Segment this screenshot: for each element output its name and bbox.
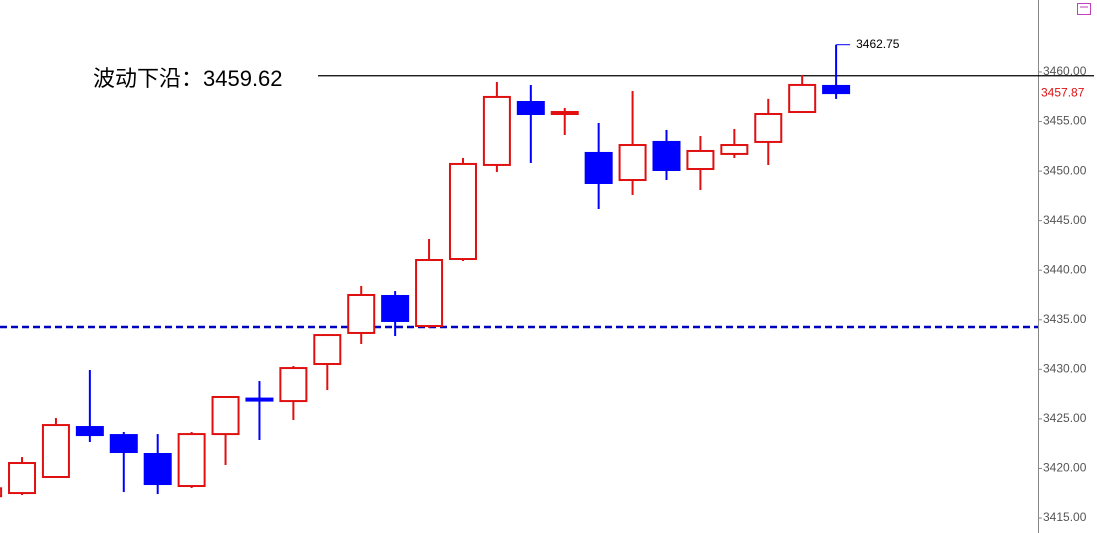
candle-body — [686, 149, 715, 171]
y-tick-label: 3415.00 — [1043, 510, 1087, 524]
candle-body — [143, 452, 172, 486]
candle-body — [788, 83, 817, 114]
candle-body — [381, 294, 410, 322]
candle-body — [347, 293, 376, 334]
candle-body — [448, 162, 477, 261]
candle-body — [279, 367, 308, 403]
candle-body — [8, 462, 37, 495]
candle-body — [584, 151, 613, 184]
y-tick-label: 3445.00 — [1043, 213, 1087, 227]
candle-body — [41, 424, 70, 478]
candle-body — [109, 434, 138, 454]
y-tick-label: 3430.00 — [1043, 362, 1087, 376]
candle-body — [822, 84, 851, 95]
y-tick-label: 3460.00 — [1043, 64, 1087, 78]
candle-body — [177, 433, 206, 488]
candle-body — [245, 397, 274, 402]
candle-body — [516, 101, 545, 115]
y-tick-label: 3440.00 — [1043, 262, 1087, 276]
level-label: 波动下沿：3459.62 — [93, 66, 283, 91]
candle-body — [754, 112, 783, 143]
candle-body — [0, 487, 3, 498]
candle-body — [313, 334, 342, 365]
y-tick-label: 3420.00 — [1043, 461, 1087, 475]
candle-body — [211, 395, 240, 436]
high-label: 3462.75 — [856, 37, 900, 51]
y-tick-label: 3455.00 — [1043, 114, 1087, 128]
candle-body — [75, 426, 104, 437]
y-tick-label: 3450.00 — [1043, 163, 1087, 177]
candle-body — [618, 144, 647, 182]
y-tick-label: 3435.00 — [1043, 312, 1087, 326]
price-label: 3457.87 — [1041, 85, 1085, 99]
candle-body — [550, 111, 579, 116]
candle-body — [652, 140, 681, 172]
candle-body — [720, 144, 749, 155]
y-tick-label: 3425.00 — [1043, 411, 1087, 425]
corner-button[interactable] — [1077, 3, 1091, 15]
candle-body — [482, 95, 511, 166]
candle-body — [415, 259, 444, 328]
